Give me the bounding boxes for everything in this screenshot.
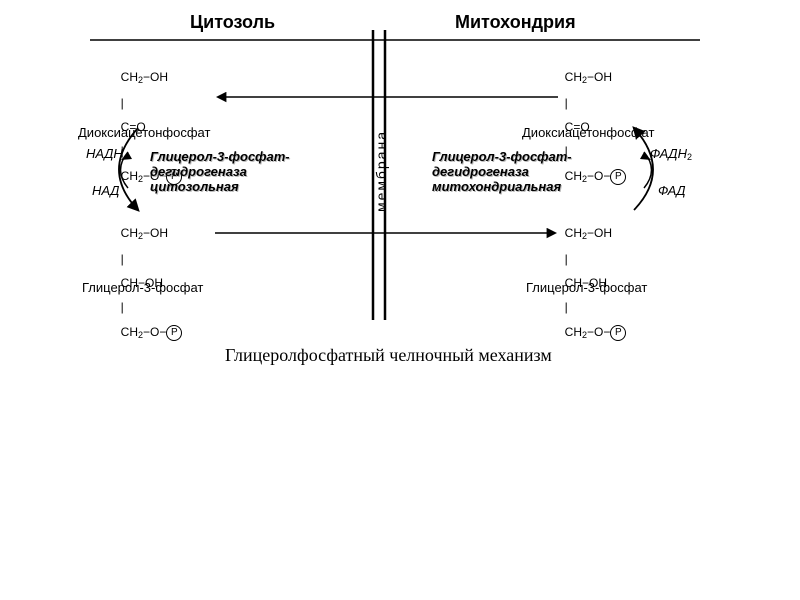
label-dhap-right: Диоксиацетонфосфат: [522, 125, 654, 140]
membrane-label: мембрана: [373, 130, 389, 212]
enzyme-mitochondrial-label: Глицерол-3-фосфат- дегидрогеназа митохон…: [432, 150, 572, 195]
label-g3p-right: Глицерол-3-фосфат: [526, 280, 647, 295]
struct-g3p-left: CH2−OH | CH−OH | CH2−O−P: [114, 215, 182, 341]
title-cytosol: Цитозоль: [190, 12, 275, 33]
phosphate-icon: P: [610, 325, 626, 341]
label-fad: ФАД: [658, 183, 686, 198]
label-dhap-left: Диоксиацетонфосфат: [78, 125, 210, 140]
diagram-caption: Глицеролфосфатный челночный механизм: [225, 345, 552, 366]
label-fadh2: ФАДН2: [650, 146, 692, 162]
right-reaction-arc: [634, 128, 653, 210]
enzyme-cytosolic-label: Глицерол-3-фосфат- дегидрогеназа цитозол…: [150, 150, 290, 195]
label-g3p-left: Глицерол-3-фосфат: [82, 280, 203, 295]
struct-g3p-right: CH2−OH | CH−OH | CH2−O−P: [558, 215, 626, 341]
phosphate-icon: P: [166, 325, 182, 341]
title-mitochondria: Митохондрия: [455, 12, 576, 33]
phosphate-icon: P: [610, 169, 626, 185]
label-nad: НАД: [92, 183, 119, 198]
label-nadh: НАДН: [86, 146, 123, 161]
